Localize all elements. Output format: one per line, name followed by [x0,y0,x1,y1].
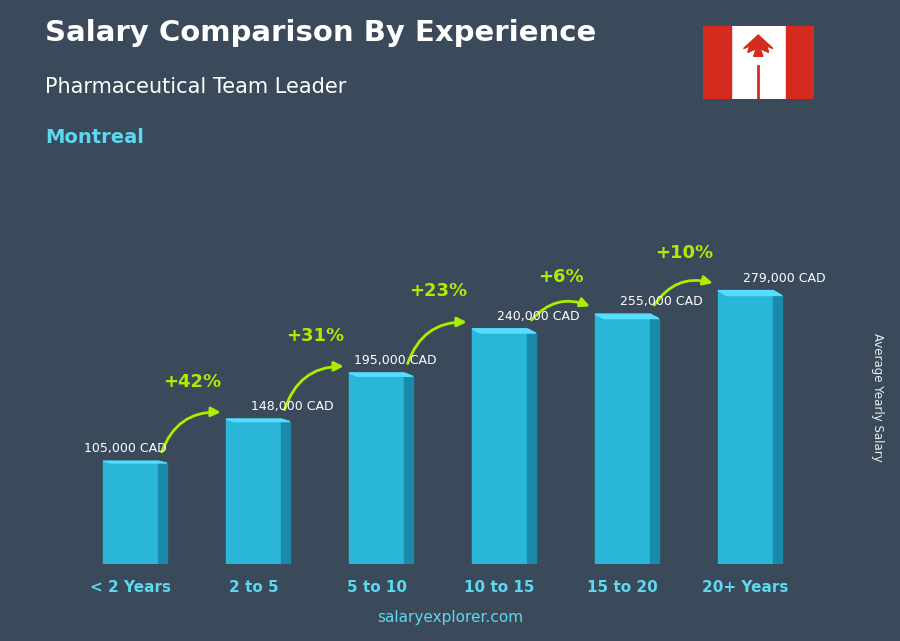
Bar [349,373,404,564]
Bar [786,26,814,99]
Text: 279,000 CAD: 279,000 CAD [743,272,826,285]
Text: +10%: +10% [655,244,713,262]
Polygon shape [595,314,659,319]
Text: 255,000 CAD: 255,000 CAD [620,295,703,308]
Polygon shape [404,376,413,564]
Text: 195,000 CAD: 195,000 CAD [355,354,437,367]
Text: 240,000 CAD: 240,000 CAD [497,310,580,323]
Polygon shape [158,463,166,564]
Text: Pharmaceutical Team Leader: Pharmaceutical Team Leader [45,77,346,97]
Polygon shape [103,461,166,463]
Text: +42%: +42% [163,372,221,390]
Polygon shape [651,319,659,564]
Text: Montreal: Montreal [45,128,144,147]
Text: Salary Comparison By Experience: Salary Comparison By Experience [45,19,596,47]
Polygon shape [718,290,782,296]
Polygon shape [527,333,536,564]
Bar [718,290,773,564]
Text: salaryexplorer.com: salaryexplorer.com [377,610,523,625]
Polygon shape [773,296,782,564]
Polygon shape [282,422,290,564]
Text: +6%: +6% [538,268,584,286]
Polygon shape [472,329,536,333]
Bar [472,329,527,564]
Text: +31%: +31% [286,326,344,345]
Polygon shape [226,419,290,422]
Bar [703,26,731,99]
Bar [595,314,651,564]
Text: +23%: +23% [410,283,467,301]
Text: Average Yearly Salary: Average Yearly Salary [871,333,884,462]
Polygon shape [743,35,773,56]
Text: 148,000 CAD: 148,000 CAD [251,400,334,413]
Text: 105,000 CAD: 105,000 CAD [84,442,166,455]
Polygon shape [349,373,413,376]
Bar [226,419,282,564]
Bar [103,461,158,564]
